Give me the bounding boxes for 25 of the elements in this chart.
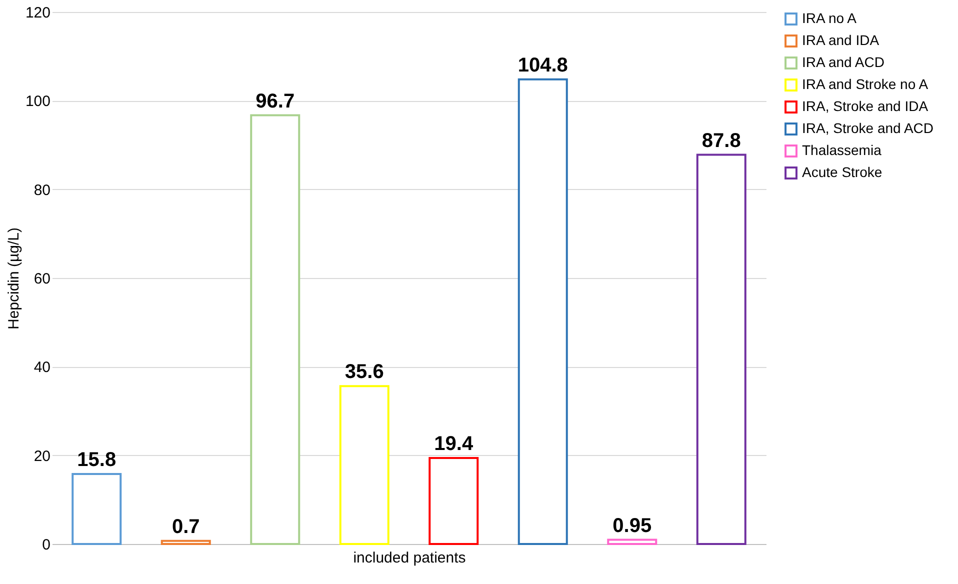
x-axis-title: included patients [353, 550, 466, 566]
data-label: 104.8 [518, 54, 568, 76]
legend-label: IRA and IDA [802, 32, 880, 48]
y-tick-label: 20 [34, 448, 50, 465]
y-tick-label: 100 [25, 93, 50, 110]
legend-label: IRA and ACD [802, 54, 884, 70]
legend-label: Thalassemia [802, 142, 882, 158]
data-label: 96.7 [256, 90, 295, 112]
data-label: 0.95 [612, 514, 652, 537]
legend-label: IRA, Stroke and IDA [802, 98, 929, 114]
legend-label: IRA and Stroke no A [802, 76, 929, 92]
data-label: 19.4 [434, 432, 474, 455]
y-tick-label: 60 [34, 270, 50, 288]
data-label: 0.7 [172, 516, 200, 538]
y-axis-title: Hepcidin (µg/L) [5, 227, 22, 330]
legend-label: Acute Stroke [802, 164, 882, 180]
y-tick-label: 0 [42, 536, 50, 554]
y-tick-label: 120 [25, 4, 50, 22]
y-tick-label: 80 [34, 182, 50, 199]
legend-label: IRA no A [802, 10, 858, 26]
legend-label: IRA, Stroke and ACD [802, 120, 934, 136]
data-label: 87.8 [702, 130, 741, 152]
data-label: 15.8 [77, 448, 116, 471]
y-tick-label: 40 [34, 359, 50, 376]
data-label: 35.6 [344, 361, 384, 384]
